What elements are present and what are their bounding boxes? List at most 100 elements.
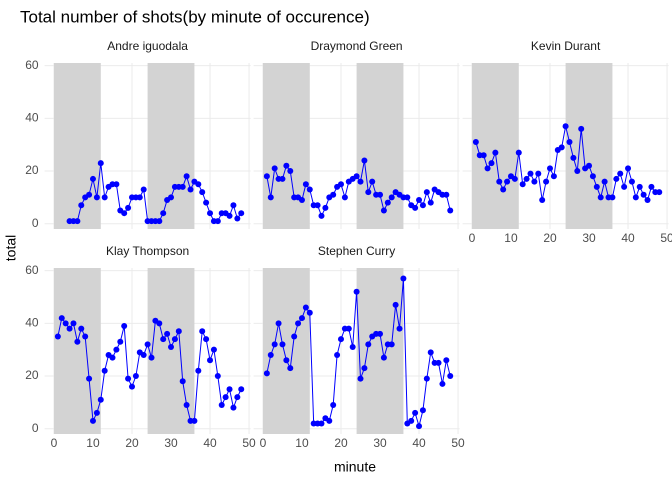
- point: [298, 197, 305, 204]
- shaded-range: [262, 268, 310, 434]
- point: [337, 181, 344, 188]
- x-tick-label: 40: [412, 436, 426, 450]
- point: [82, 333, 89, 340]
- point: [144, 341, 151, 348]
- point: [492, 149, 499, 156]
- point: [283, 357, 290, 364]
- point: [199, 328, 206, 335]
- point: [644, 197, 651, 204]
- point: [175, 328, 182, 335]
- point: [263, 173, 270, 180]
- point: [238, 210, 245, 217]
- point: [156, 320, 163, 327]
- point: [187, 186, 194, 193]
- point: [291, 333, 298, 340]
- y-tick-label: 0: [32, 421, 39, 435]
- point: [412, 409, 419, 416]
- point: [287, 168, 294, 175]
- point: [496, 178, 503, 185]
- point: [302, 181, 309, 188]
- point: [539, 197, 546, 204]
- x-axis-label: minute: [334, 459, 376, 475]
- x-tick-label: 0: [469, 231, 476, 245]
- x-tick-label: 30: [582, 231, 596, 245]
- point: [408, 417, 415, 424]
- point: [443, 191, 450, 198]
- point: [306, 186, 313, 193]
- point: [287, 365, 294, 372]
- point: [218, 402, 225, 409]
- point: [136, 194, 143, 201]
- point: [527, 170, 534, 177]
- point: [404, 194, 411, 201]
- point: [562, 123, 569, 130]
- point: [54, 333, 61, 340]
- point: [271, 341, 278, 348]
- point: [267, 351, 274, 358]
- point: [279, 341, 286, 348]
- point: [416, 423, 423, 430]
- y-tick-label: 40: [25, 111, 39, 125]
- point: [519, 181, 526, 188]
- x-tick-label: 50: [242, 436, 256, 450]
- point: [419, 407, 426, 414]
- point: [318, 212, 325, 219]
- point: [195, 367, 202, 374]
- point: [171, 336, 178, 343]
- point: [330, 402, 337, 409]
- panel-title: Stephen Curry: [318, 244, 395, 258]
- point: [578, 125, 585, 132]
- x-tick-label: 10: [86, 436, 100, 450]
- point: [226, 212, 233, 219]
- point: [207, 210, 214, 217]
- point: [101, 194, 108, 201]
- point: [535, 170, 542, 177]
- point: [416, 197, 423, 204]
- point: [195, 181, 202, 188]
- point: [89, 175, 96, 182]
- point: [179, 183, 186, 190]
- point: [543, 178, 550, 185]
- point: [66, 325, 73, 332]
- point: [377, 330, 384, 337]
- point: [334, 351, 341, 358]
- point: [337, 336, 344, 343]
- point: [488, 160, 495, 167]
- point: [443, 357, 450, 364]
- point: [117, 338, 124, 345]
- point: [271, 165, 278, 172]
- x-tick-label: 20: [334, 436, 348, 450]
- point: [318, 420, 325, 427]
- point: [625, 165, 632, 172]
- point: [531, 178, 538, 185]
- x-tick-label: 10: [504, 231, 518, 245]
- point: [207, 357, 214, 364]
- point: [380, 354, 387, 361]
- point: [222, 394, 229, 401]
- point: [511, 175, 518, 182]
- x-tick-label: 40: [621, 231, 635, 245]
- point: [632, 194, 639, 201]
- point: [298, 315, 305, 322]
- point: [267, 194, 274, 201]
- point: [78, 202, 85, 209]
- point: [156, 218, 163, 225]
- point: [412, 204, 419, 211]
- point: [140, 186, 147, 193]
- point: [101, 367, 108, 374]
- point: [504, 178, 511, 185]
- point: [388, 194, 395, 201]
- point: [203, 199, 210, 206]
- point: [121, 210, 128, 217]
- y-tick-label: 60: [25, 58, 39, 72]
- y-tick-label: 20: [25, 163, 39, 177]
- shaded-range: [53, 268, 101, 434]
- point: [203, 336, 210, 343]
- point: [435, 359, 442, 366]
- point: [396, 325, 403, 332]
- x-tick-label: 40: [203, 436, 217, 450]
- point: [400, 275, 407, 282]
- x-tick-label: 0: [51, 436, 58, 450]
- point: [93, 409, 100, 416]
